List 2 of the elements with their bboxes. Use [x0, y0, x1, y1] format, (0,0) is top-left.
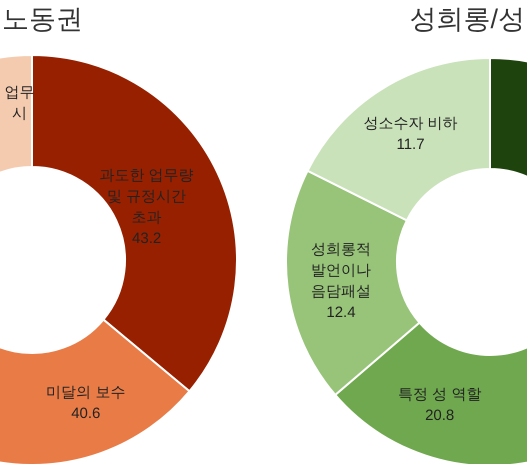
title: 노동권 [2, 4, 83, 34]
title: 성희롱/성 [409, 4, 525, 34]
